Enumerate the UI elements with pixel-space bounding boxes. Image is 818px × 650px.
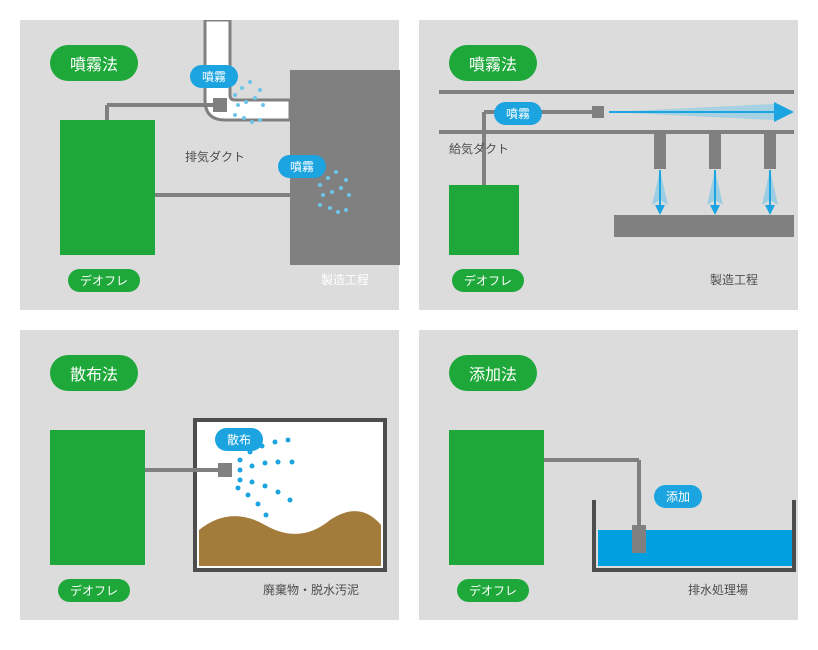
- panel-spray-supply: 噴霧法 噴霧 給気ダクト デオフレ 製造工程: [419, 20, 798, 310]
- panel-scatter: 散布法 散布 デオフレ 廃棄物・脱水汚泥: [20, 330, 399, 620]
- additive-badge: 添加: [654, 485, 702, 508]
- right-caption: 排水処理場: [688, 581, 748, 598]
- title-badge: 噴霧法: [449, 45, 537, 81]
- tank-label: デオフレ: [68, 269, 140, 292]
- spray-badge: 噴霧: [494, 102, 542, 125]
- duct-label: 排気ダクト: [185, 148, 245, 165]
- title-badge: 噴霧法: [50, 45, 138, 81]
- duct-label: 給気ダクト: [449, 140, 509, 157]
- tank-label: デオフレ: [58, 579, 130, 602]
- scatter-badge: 散布: [215, 428, 263, 451]
- tank-label: デオフレ: [452, 269, 524, 292]
- right-caption: 廃棄物・脱水汚泥: [263, 581, 359, 598]
- spray-badge-1: 噴霧: [190, 65, 238, 88]
- title-badge: 添加法: [449, 355, 537, 391]
- panel-grid: 噴霧法 噴霧 噴霧 排気ダクト デオフレ 製造工程: [0, 0, 818, 640]
- spray-badge-2: 噴霧: [278, 155, 326, 178]
- panel-spray-exhaust: 噴霧法 噴霧 噴霧 排気ダクト デオフレ 製造工程: [20, 20, 399, 310]
- right-caption: 製造工程: [710, 271, 758, 288]
- panel-additive: 添加法 添加 デオフレ 排水処理場: [419, 330, 798, 620]
- right-caption: 製造工程: [321, 271, 369, 288]
- title-badge: 散布法: [50, 355, 138, 391]
- tank-label: デオフレ: [457, 579, 529, 602]
